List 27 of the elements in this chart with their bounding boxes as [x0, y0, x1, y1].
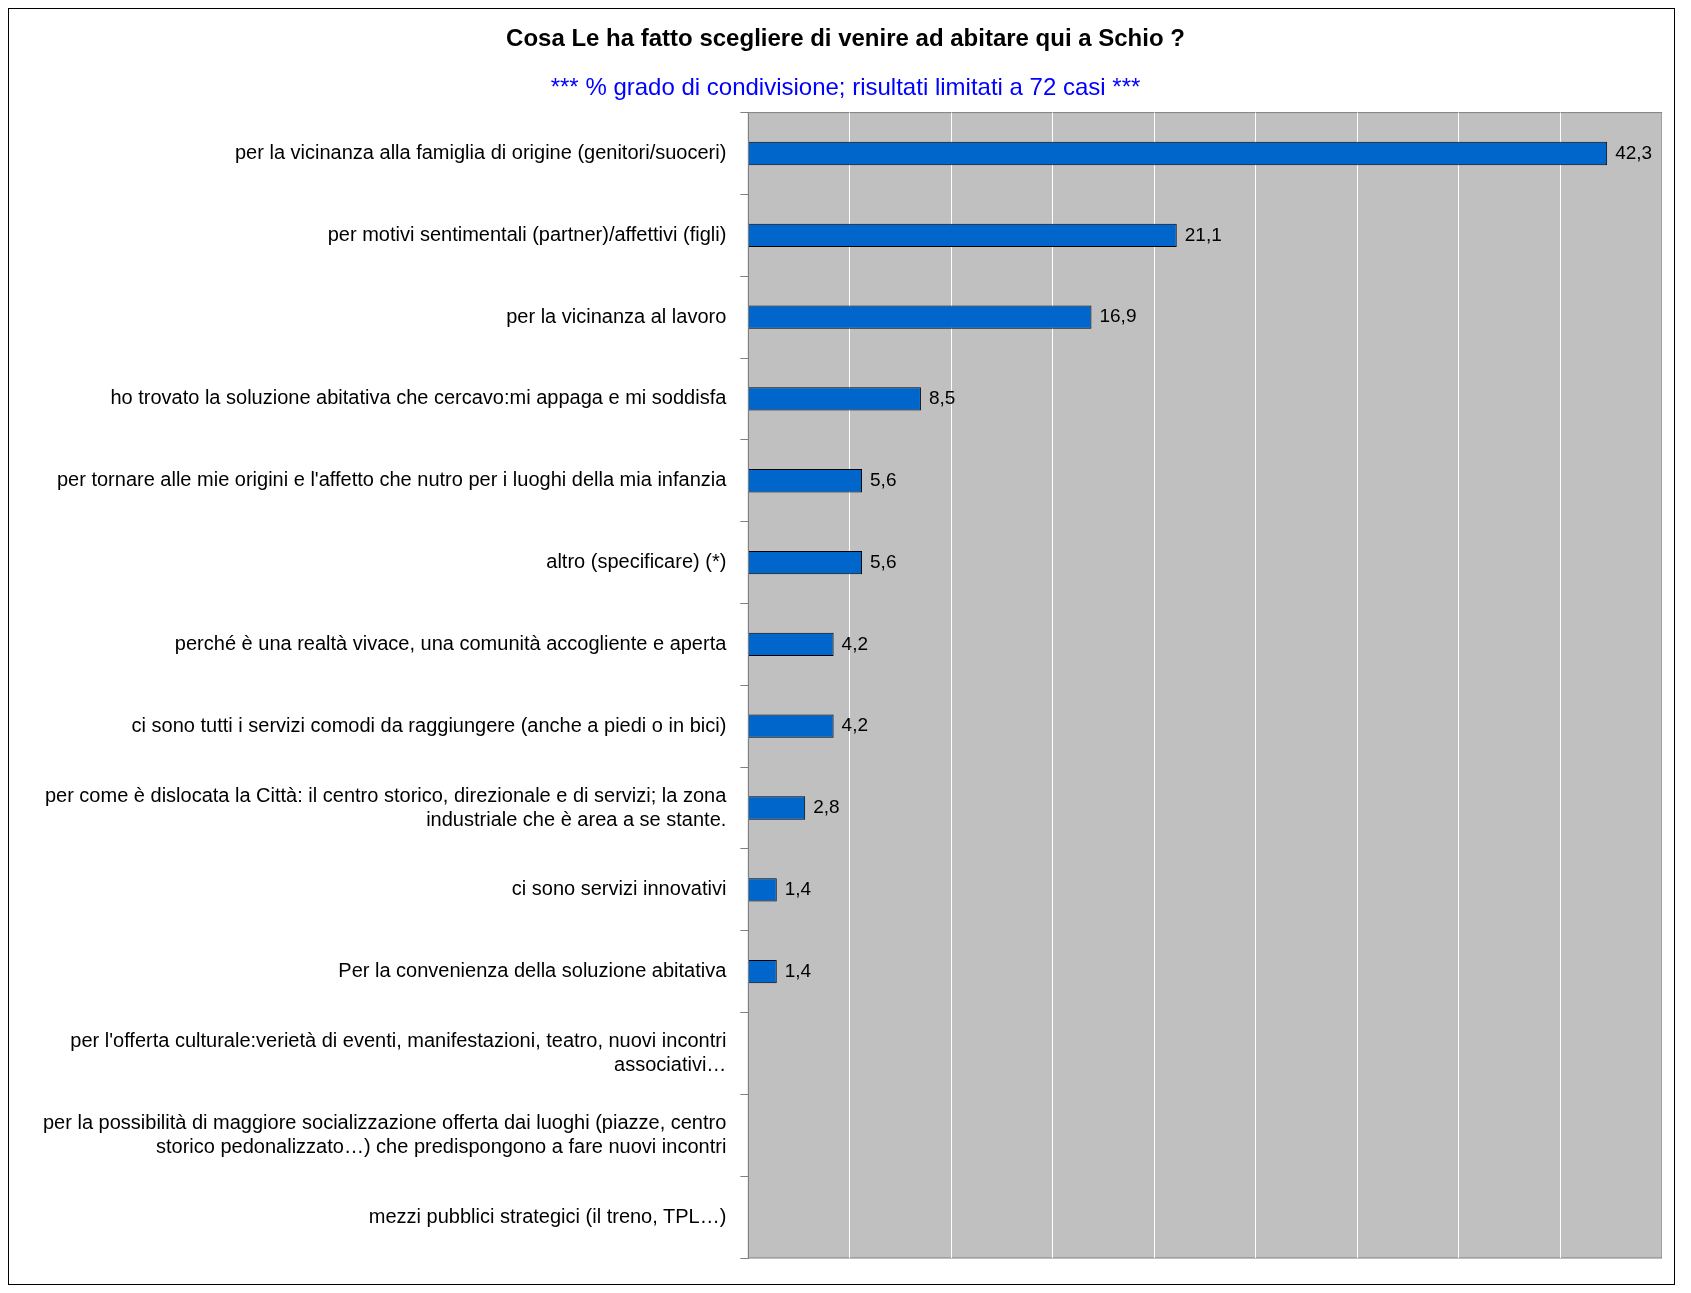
y-tick-label: per l'offerta culturale:verietà di eventi, manifestazioni, teatro, nuovi incontri associativi…	[70, 1028, 727, 1075]
data-label: 4,2	[841, 632, 869, 654]
data-label: 21,1	[1184, 223, 1222, 245]
y-tick-label: ho trovato la soluzione abitativa che cercavo:mi appaga e mi soddisfa	[110, 386, 728, 409]
data-label: 42,3	[1615, 141, 1653, 163]
y-tick-label: per come è dislocata la Città: il centro storico, direzionale e di servizi; la zona industriale che è area a se stante.	[44, 783, 728, 830]
y-tick-label: ci sono tutti i servizi comodi da raggiungere (anche a piedi o in bici)	[131, 713, 727, 736]
data-label: 16,9	[1099, 305, 1137, 327]
chart-title: Cosa Le ha fatto scegliere di venire ad abitare qui a Schio ?	[506, 24, 1185, 52]
y-tick-label: ci sono servizi innovativi	[511, 877, 727, 900]
data-label: 1,4	[784, 878, 812, 900]
chart-subtitle: *** % grado di condivisione; risultati limitati a 72 casi ***	[550, 72, 1141, 100]
y-tick-label: Per la convenienza della soluzione abitativa	[338, 959, 728, 982]
y-tick-label: mezzi pubblici strategici (il treno, TPL…)	[368, 1204, 727, 1227]
y-tick-label: per la possibilità di maggiore socializzazione offerta dai luoghi (piazze, centro storico pedonalizzato…) che predispongono a fare nuovi incontri	[43, 1110, 727, 1157]
y-tick-label: per motivi sentimentali (partner)/affettivi (figli)	[327, 222, 727, 245]
data-label: 4,2	[841, 714, 869, 736]
data-label: 8,5	[928, 387, 956, 409]
y-tick-label: per la vicinanza alla famiglia di origine (genitori/suoceri)	[234, 141, 727, 164]
data-label: 2,8	[813, 796, 840, 818]
y-tick-label: per tornare alle mie origini e l'affetto che nutro per i luoghi della mia infanzia	[56, 468, 728, 491]
y-tick-label: perché è una realtà vivace, una comunità accogliente e aperta	[174, 631, 728, 654]
data-label: 1,4	[784, 959, 812, 981]
y-tick-label: altro (specificare) (*)	[546, 550, 727, 573]
data-label: 5,6	[870, 550, 897, 572]
data-label: 5,6	[870, 469, 897, 490]
y-tick-label: per la vicinanza al lavoro	[506, 304, 727, 327]
